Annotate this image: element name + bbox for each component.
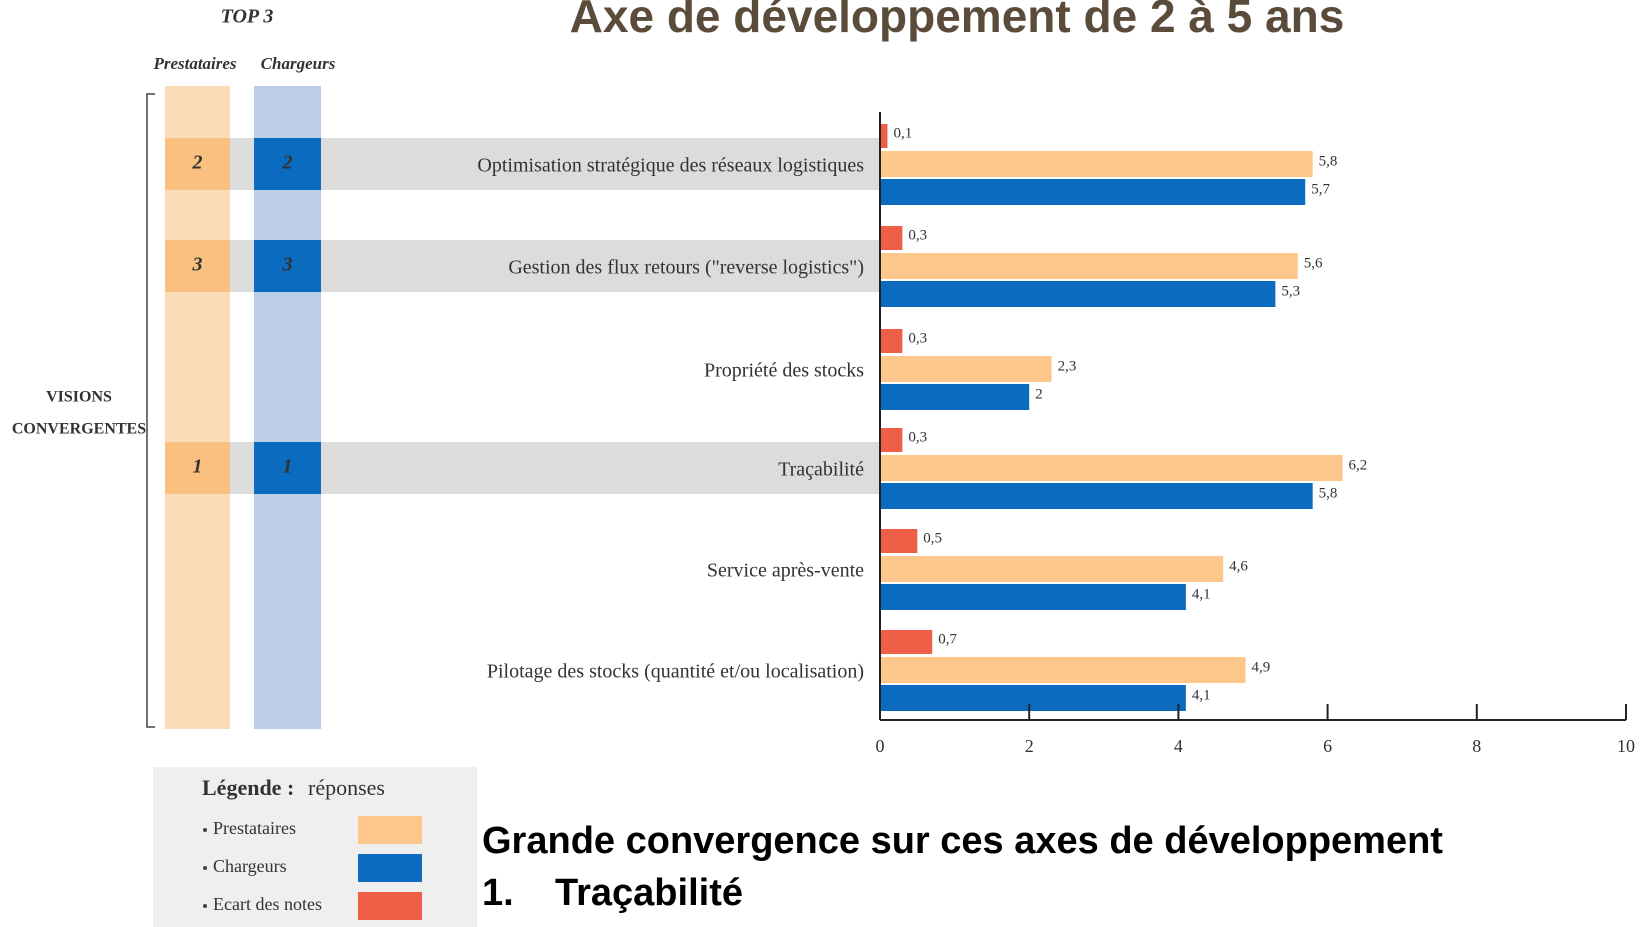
value-label: 2,3 — [1058, 358, 1077, 374]
value-label: 0,3 — [908, 330, 927, 346]
note-number: 1. — [482, 872, 514, 914]
value-label: 5,3 — [1281, 283, 1300, 299]
value-label: 4,1 — [1192, 586, 1211, 602]
bracket — [146, 93, 155, 728]
rank-label: 3 — [192, 254, 203, 276]
value-label: 5,6 — [1304, 255, 1323, 271]
column-header: Prestataires — [152, 54, 236, 73]
bar — [880, 483, 1313, 509]
value-label: 4,1 — [1192, 687, 1211, 703]
note-item: Stratégie du réseau logistique — [555, 922, 1098, 927]
bar — [880, 630, 933, 654]
bar — [880, 428, 903, 452]
legend-entry: Ecart des notes — [213, 894, 322, 914]
x-tick-label: 10 — [1617, 736, 1635, 756]
value-label: 6,2 — [1349, 457, 1368, 473]
rank-box — [165, 442, 230, 494]
bar — [880, 657, 1246, 683]
category-label: Service après-vente — [707, 560, 864, 582]
x-tick-label: 6 — [1323, 736, 1332, 756]
bar — [880, 124, 888, 148]
bar — [880, 281, 1276, 307]
value-label: 0,5 — [923, 530, 942, 546]
rank-box — [254, 442, 321, 494]
value-label: 5,8 — [1319, 153, 1338, 169]
top3-title: TOP 3 — [221, 6, 274, 28]
value-label: 4,9 — [1252, 659, 1271, 675]
legend-bullet — [203, 904, 207, 908]
rank-box — [165, 138, 230, 190]
value-label: 4,6 — [1229, 558, 1248, 574]
legend-swatch — [358, 854, 422, 882]
category-label: Traçabilité — [778, 459, 864, 481]
x-tick-label: 4 — [1174, 736, 1183, 756]
rank-label: 1 — [193, 456, 203, 478]
legend-swatch — [358, 892, 422, 920]
rank-box — [254, 240, 321, 292]
value-label: 0,3 — [908, 227, 927, 243]
side-label: CONVERGENTES — [12, 421, 146, 438]
rank-label: 2 — [192, 152, 203, 174]
rank-box — [254, 138, 321, 190]
bar — [880, 455, 1343, 481]
category-label: Pilotage des stocks (quantité et/ou loca… — [487, 661, 864, 683]
legend-label: Légende : — [202, 775, 294, 800]
value-label: 0,3 — [908, 429, 927, 445]
value-label: 5,7 — [1311, 181, 1330, 197]
note-item: Traçabilité — [555, 872, 743, 914]
category-label: Propriété des stocks — [704, 360, 864, 382]
legend-entry: Prestataires — [213, 818, 296, 838]
legend-note: réponses — [308, 775, 385, 800]
note-heading: Grande convergence sur ces axes de dével… — [482, 820, 1443, 862]
side-label: VISIONS — [46, 389, 112, 406]
legend-bullet — [203, 828, 207, 832]
category-label: Gestion des flux retours ("reverse logis… — [508, 257, 864, 279]
bar — [880, 179, 1306, 205]
legend-entry: Chargeurs — [213, 856, 287, 876]
value-label: 0,7 — [938, 631, 957, 647]
x-tick-label: 2 — [1025, 736, 1034, 756]
bar — [880, 356, 1052, 382]
value-label: 2 — [1035, 386, 1043, 402]
legend-bullet — [203, 866, 207, 870]
bar — [880, 226, 903, 250]
column-header: Chargeurs — [261, 54, 336, 73]
column-bg — [165, 86, 230, 729]
bar — [880, 685, 1186, 711]
legend-swatch — [358, 816, 422, 844]
rank-label: 1 — [283, 456, 293, 478]
title: Axe de développement de 2 à 5 ans — [570, 0, 1345, 42]
column-bg — [254, 86, 321, 729]
value-label: 5,8 — [1319, 485, 1338, 501]
category-label: Optimisation stratégique des réseaux log… — [477, 155, 864, 177]
rank-label: 3 — [282, 254, 293, 276]
bar — [880, 384, 1030, 410]
value-label: 0,1 — [893, 125, 912, 141]
rank-box — [165, 240, 230, 292]
legend-box — [153, 767, 477, 927]
note-number: 2. — [482, 922, 514, 927]
x-tick-label: 0 — [876, 736, 885, 756]
x-tick-label: 8 — [1472, 736, 1481, 756]
rank-label: 2 — [282, 152, 293, 174]
bar — [880, 329, 903, 353]
bar — [880, 556, 1224, 582]
bar — [880, 584, 1186, 610]
bar — [880, 529, 918, 553]
bar — [880, 151, 1313, 177]
bar — [880, 253, 1298, 279]
